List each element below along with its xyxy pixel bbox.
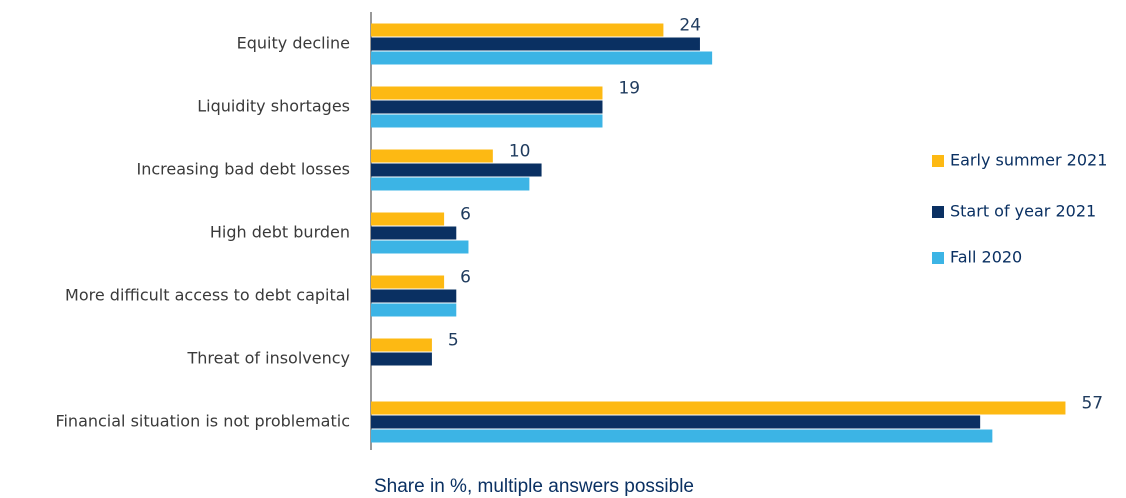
- bar: [371, 163, 542, 177]
- y-tick-label: Increasing bad debt losses: [137, 160, 351, 179]
- bar: [371, 114, 603, 128]
- bar: [371, 23, 664, 37]
- bar: [371, 240, 469, 254]
- bar: [371, 149, 493, 163]
- bar: [371, 51, 713, 65]
- bar: [371, 289, 457, 303]
- data-label: 57: [1081, 394, 1103, 414]
- bar: [371, 177, 530, 191]
- bar: [371, 429, 993, 443]
- y-tick-label: High debt burden: [210, 223, 350, 242]
- y-tick-label: Financial situation is not problematic: [55, 412, 350, 431]
- bar: [371, 226, 457, 240]
- legend-swatch: [932, 155, 944, 167]
- bar: [371, 37, 700, 51]
- legend-label: Early summer 2021: [950, 151, 1107, 170]
- data-label: 24: [679, 16, 701, 36]
- bar: [371, 303, 457, 317]
- y-tick-label: Liquidity shortages: [197, 97, 350, 116]
- bar: [371, 352, 432, 366]
- data-label: 5: [448, 331, 459, 351]
- bar: [371, 86, 603, 100]
- legend-swatch: [932, 206, 944, 218]
- bar: [371, 275, 445, 289]
- bar: [371, 401, 1066, 415]
- legend-label: Start of year 2021: [950, 202, 1096, 221]
- legend-label: Fall 2020: [950, 248, 1022, 267]
- data-label: 19: [618, 79, 640, 99]
- bar: [371, 415, 981, 429]
- x-axis-label: Share in %, multiple answers possible: [374, 476, 694, 497]
- y-tick-label: More difficult access to debt capital: [65, 286, 350, 305]
- data-label: 10: [509, 142, 531, 162]
- bar: [371, 212, 445, 226]
- bar: [371, 100, 603, 114]
- bar: [371, 338, 432, 352]
- legend-swatch: [932, 252, 944, 264]
- y-tick-label: Threat of insolvency: [186, 349, 350, 368]
- data-label: 6: [460, 268, 471, 288]
- y-tick-label: Equity decline: [237, 34, 350, 53]
- data-label: 6: [460, 205, 471, 225]
